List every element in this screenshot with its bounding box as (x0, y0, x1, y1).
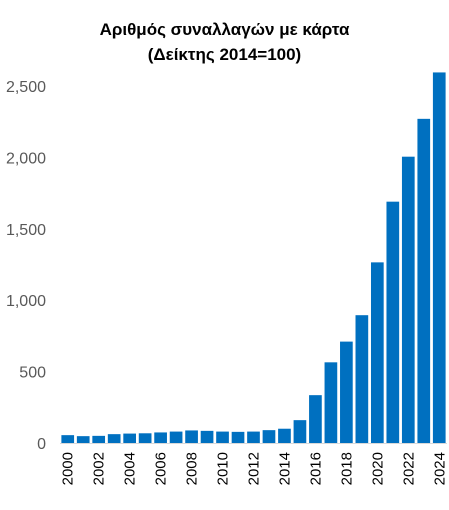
y-tick-label: 0 (37, 436, 46, 453)
x-tick-label: 2018 (338, 452, 355, 485)
bar-2014 (278, 428, 291, 443)
bar-2000 (61, 435, 75, 443)
x-tick-label: 2002 (91, 452, 108, 485)
chart-title: Αριθμός συναλλαγών με κάρτα (99, 20, 350, 39)
x-tick-label: 2004 (122, 452, 139, 485)
bar-2016 (309, 395, 322, 443)
y-tick-label: 2,000 (6, 150, 46, 167)
y-tick-label: 2,500 (6, 79, 46, 96)
chart-subtitle: (Δείκτης 2014=100) (147, 45, 302, 64)
x-tick-label: 2006 (153, 452, 170, 485)
bar-2024 (432, 72, 446, 444)
bar-2003 (107, 434, 121, 443)
bar-2009 (200, 430, 214, 443)
x-tick-label: 2022 (400, 452, 417, 485)
bar-2001 (76, 436, 90, 443)
y-tick-label: 1,500 (6, 222, 46, 239)
bar-2019 (355, 315, 369, 443)
bar-2023 (417, 118, 431, 443)
y-tick-label: 500 (19, 365, 46, 382)
x-tick-label: 2012 (246, 452, 263, 485)
x-tick-label: 2000 (60, 452, 77, 485)
bar-2005 (138, 433, 152, 443)
bar-2004 (123, 433, 136, 443)
bar-2002 (92, 435, 106, 443)
bar-2018 (340, 341, 353, 443)
bar-2006 (154, 432, 167, 443)
x-tick-label: 2008 (184, 452, 201, 485)
bar-2008 (185, 430, 198, 443)
bar-2012 (247, 431, 260, 443)
bar-2017 (324, 362, 338, 443)
x-tick-label: 2016 (307, 452, 324, 485)
bar-2022 (401, 156, 415, 443)
x-tick-label: 2010 (215, 452, 232, 485)
x-tick-label: 2020 (369, 452, 386, 485)
y-tick-label: 1,000 (6, 293, 46, 310)
x-tick-label: 2014 (276, 452, 293, 485)
bar-2021 (386, 201, 400, 443)
bar-2015 (293, 420, 307, 443)
bar-2010 (216, 431, 229, 443)
bar-2007 (169, 431, 183, 443)
x-tick-label: 2024 (431, 452, 448, 485)
bar-2013 (262, 430, 276, 443)
bar-2011 (231, 431, 245, 443)
bar-2020 (370, 262, 384, 443)
